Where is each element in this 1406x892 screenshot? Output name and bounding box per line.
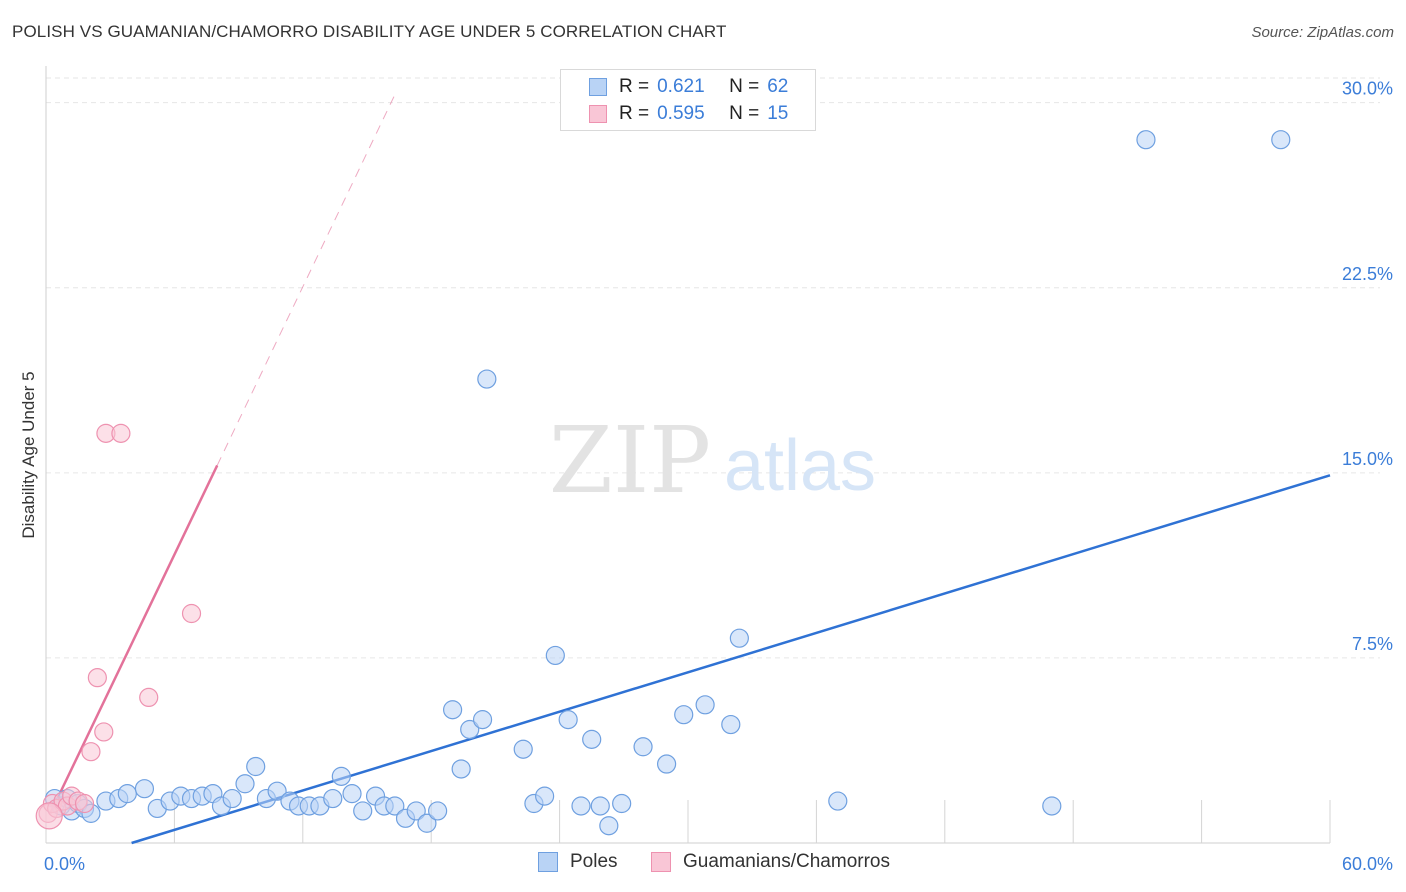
trendline	[131, 474, 1331, 845]
legend-n-label: N =	[729, 76, 760, 97]
data-point-poles	[513, 739, 533, 759]
data-point-poles	[342, 784, 362, 804]
y-tick-label: 30.0%	[1342, 79, 1393, 99]
trendline-extension	[216, 90, 398, 466]
data-point-poles	[633, 737, 653, 757]
x-tick-label: 60.0%	[1342, 854, 1393, 874]
data-point-poles	[582, 729, 602, 749]
data-point-poles	[385, 796, 405, 816]
data-point-poles	[117, 784, 137, 804]
legend-swatch-guamanians	[651, 852, 671, 872]
legend-label-guamanians: Guamanians/Chamorros	[683, 851, 890, 872]
data-point-poles	[590, 796, 610, 816]
data-point-poles	[353, 801, 373, 821]
data-point-poles	[721, 714, 741, 735]
data-point-guamanians-cluster	[35, 802, 63, 830]
data-point-poles	[1042, 796, 1062, 816]
legend-r-label: R =	[619, 76, 650, 97]
data-point-poles	[406, 801, 426, 821]
watermark-zip: ZIP	[549, 407, 711, 514]
trendline	[49, 464, 219, 814]
gridlines	[46, 77, 1380, 659]
y-axis-label: Disability Age Under 5	[19, 371, 38, 538]
legend-n-value: 62	[767, 76, 789, 97]
data-point-poles	[246, 756, 266, 777]
data-point-guamanians	[139, 687, 159, 708]
legend-row-guamanians: R = 0.595 N = 15	[589, 102, 788, 126]
data-point-poles	[477, 369, 497, 389]
legend-swatch-guamanians	[589, 105, 607, 123]
data-point-poles	[134, 779, 155, 799]
y-tick-label: 7.5%	[1352, 634, 1393, 654]
legend-n-value: 15	[767, 103, 789, 124]
data-point-poles	[674, 705, 694, 725]
data-point-poles	[558, 710, 578, 730]
watermark: ZIP atlas	[549, 407, 876, 514]
data-point-guamanians	[81, 742, 101, 762]
data-point-guamanians	[74, 793, 95, 814]
data-point-poles	[535, 786, 555, 806]
watermark-atlas: atlas	[724, 426, 876, 506]
data-point-poles	[331, 766, 351, 786]
data-point-poles	[323, 788, 343, 809]
data-point-poles	[1136, 130, 1156, 150]
legend-r-value: 0.595	[657, 103, 705, 124]
y-tick-label: 15.0%	[1342, 449, 1393, 469]
source-label: Source: ZipAtlas.com	[1251, 24, 1394, 41]
legend-swatch-poles	[538, 852, 558, 872]
tick-labels: 7.5% 15.0% 22.5% 30.0% 0.0% 60.0%	[44, 79, 1393, 874]
legend-row-poles: R = 0.621 N = 62	[589, 75, 788, 99]
legend-r-value: 0.621	[657, 76, 705, 97]
bottom-legend-poles: Poles	[538, 851, 618, 873]
data-point-poles	[267, 781, 287, 801]
data-point-guamanians	[94, 722, 114, 742]
data-point-poles	[417, 813, 437, 833]
data-points	[35, 130, 1291, 836]
data-point-poles	[428, 801, 448, 821]
x-tick-label: 0.0%	[44, 854, 85, 874]
bottom-legend-guamanians: Guamanians/Chamorros	[651, 851, 890, 873]
data-point-poles	[599, 816, 619, 836]
data-point-guamanians	[181, 603, 202, 624]
stats-legend: R = 0.621 N = 62 R = 0.595 N = 15	[560, 69, 816, 131]
y-tick-label: 22.5%	[1342, 264, 1393, 284]
data-point-poles	[612, 793, 632, 814]
data-point-poles	[222, 788, 242, 809]
data-point-poles	[1271, 130, 1291, 150]
legend-label-poles: Poles	[570, 851, 618, 872]
data-point-guamanians	[87, 668, 107, 688]
data-point-poles	[828, 791, 848, 811]
data-point-poles	[656, 754, 677, 774]
data-point-poles	[729, 628, 749, 648]
chart-title: POLISH VS GUAMANIAN/CHAMORRO DISABILITY …	[12, 22, 727, 41]
legend-r-label: R =	[619, 103, 650, 124]
data-point-poles	[545, 645, 565, 666]
data-point-poles	[460, 719, 480, 740]
legend-n-label: N =	[729, 103, 760, 124]
data-point-poles	[571, 796, 591, 816]
data-point-poles	[695, 695, 715, 715]
data-point-poles	[472, 710, 493, 730]
data-point-poles	[235, 774, 255, 794]
data-point-guamanians	[111, 423, 131, 443]
legend-swatch-poles	[589, 78, 607, 96]
data-point-poles	[443, 700, 463, 720]
data-point-poles	[451, 759, 471, 779]
trendlines	[49, 90, 1331, 845]
